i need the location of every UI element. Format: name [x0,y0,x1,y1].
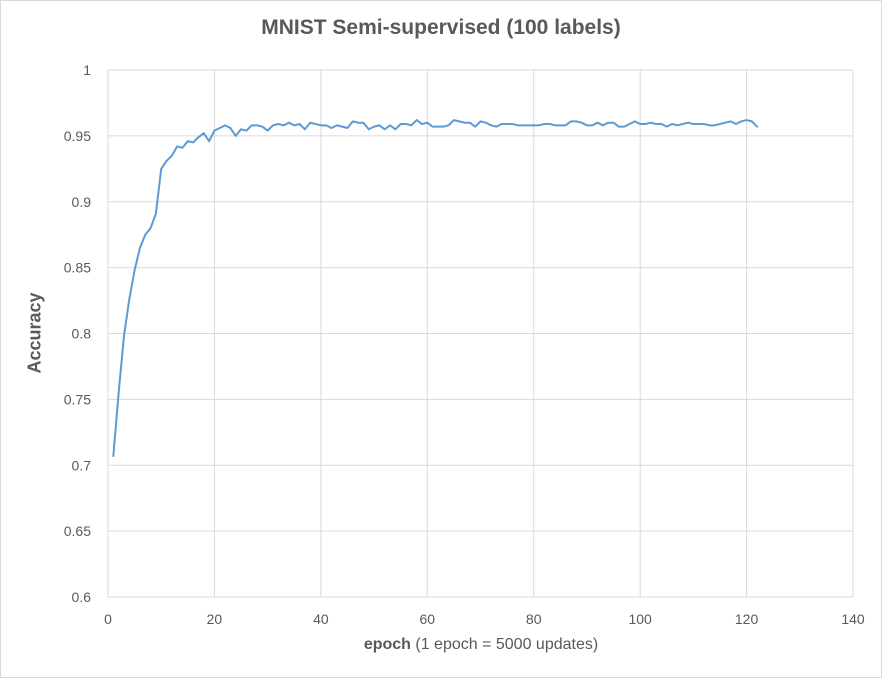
x-tick-label: 80 [526,611,542,627]
accuracy-series-line [112,119,759,458]
y-tick-label: 1 [83,62,91,78]
chart-title: MNIST Semi-supervised (100 labels) [261,16,621,39]
x-tick-label: 40 [313,611,329,627]
y-tick-label: 0.9 [72,194,92,210]
x-tick-labels: 0 20 40 60 80 100 120 140 [104,611,865,627]
x-tick-label: 60 [419,611,435,627]
x-tick-label: 100 [628,611,652,627]
y-tick-labels: 0.6 0.65 0.7 0.75 0.8 0.85 0.9 0.95 1 [64,62,91,605]
y-tick-label: 0.95 [64,128,91,144]
x-tick-label: 120 [735,611,759,627]
x-tick-label: 20 [207,611,223,627]
y-tick-label: 0.85 [64,260,91,276]
x-axis-label: epoch (1 epoch = 5000 updates) [0,636,882,654]
series-layer [112,119,759,458]
x-axis-label-main: epoch [363,636,411,653]
y-tick-label: 0.6 [72,589,92,605]
y-tick-label: 0.65 [64,523,91,539]
x-tick-label: 0 [104,611,112,627]
y-axis-label: Accuracy [24,292,45,374]
x-tick-label: 140 [841,611,865,627]
gridlines [107,69,854,598]
y-tick-label: 0.75 [64,391,91,407]
y-tick-label: 0.7 [72,457,92,473]
x-axis-label-note: (1 epoch = 5000 updates) [410,636,599,653]
y-tick-label: 0.8 [72,326,92,342]
